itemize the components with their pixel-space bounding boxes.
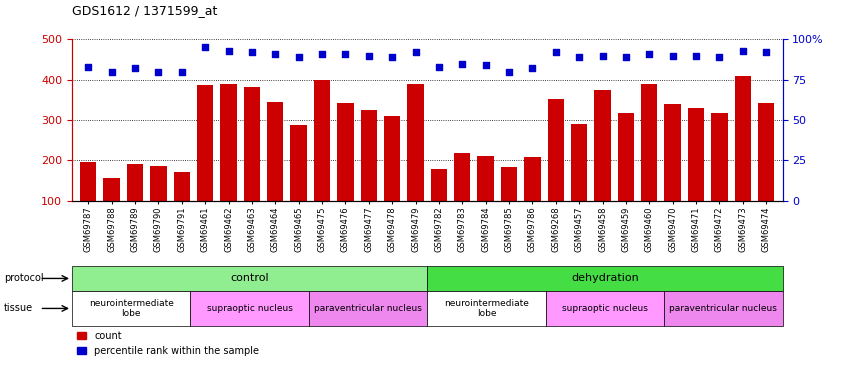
Point xyxy=(409,49,422,55)
Bar xyxy=(688,108,704,241)
Point xyxy=(503,69,516,75)
Point xyxy=(525,65,539,71)
Bar xyxy=(190,291,309,326)
Bar xyxy=(244,87,260,241)
Bar xyxy=(427,266,783,291)
Bar xyxy=(72,266,427,291)
Point xyxy=(222,48,235,54)
Point xyxy=(455,60,469,67)
Bar xyxy=(267,102,283,241)
Point xyxy=(760,49,773,55)
Bar xyxy=(454,153,470,241)
Text: paraventricular nucleus: paraventricular nucleus xyxy=(669,304,777,313)
Bar xyxy=(309,291,427,326)
Bar xyxy=(525,158,541,241)
Point xyxy=(596,53,609,58)
Bar xyxy=(220,84,237,241)
Bar xyxy=(571,124,587,241)
Point xyxy=(105,69,118,75)
Bar xyxy=(427,291,546,326)
Bar xyxy=(360,110,377,241)
Text: protocol: protocol xyxy=(4,273,44,284)
Point xyxy=(316,51,329,57)
Bar xyxy=(641,84,657,241)
Bar xyxy=(173,172,190,241)
Legend: count, percentile rank within the sample: count, percentile rank within the sample xyxy=(77,331,259,356)
Bar xyxy=(314,81,330,241)
Bar xyxy=(595,90,611,241)
Point xyxy=(573,54,586,60)
Point xyxy=(245,49,259,55)
Bar xyxy=(431,169,447,241)
Bar xyxy=(384,116,400,241)
Bar xyxy=(408,84,424,241)
Point xyxy=(549,49,563,55)
Bar xyxy=(618,113,634,241)
Bar xyxy=(501,167,517,241)
Point xyxy=(736,48,750,54)
Point xyxy=(386,54,399,60)
Text: GDS1612 / 1371599_at: GDS1612 / 1371599_at xyxy=(72,4,217,17)
Bar xyxy=(338,103,354,241)
Bar xyxy=(734,76,751,241)
Point xyxy=(198,45,212,51)
Point xyxy=(479,62,492,68)
Text: tissue: tissue xyxy=(4,303,33,313)
Point xyxy=(666,53,679,58)
Bar xyxy=(103,178,120,241)
Point xyxy=(432,64,446,70)
Text: paraventricular nucleus: paraventricular nucleus xyxy=(314,304,422,313)
Text: supraoptic nucleus: supraoptic nucleus xyxy=(206,304,293,313)
Point xyxy=(689,53,703,58)
Point xyxy=(129,65,142,71)
Point xyxy=(362,53,376,58)
Point xyxy=(81,64,95,70)
Point xyxy=(712,54,726,60)
Text: supraoptic nucleus: supraoptic nucleus xyxy=(562,304,648,313)
Bar xyxy=(547,99,564,241)
Bar xyxy=(758,103,774,241)
Text: dehydration: dehydration xyxy=(571,273,639,284)
Point xyxy=(338,51,352,57)
Bar xyxy=(477,156,494,241)
Text: neurointermediate
lobe: neurointermediate lobe xyxy=(89,299,173,318)
Bar xyxy=(546,291,664,326)
Point xyxy=(619,54,633,60)
Point xyxy=(268,51,282,57)
Point xyxy=(292,54,305,60)
Bar xyxy=(80,162,96,241)
Bar xyxy=(72,291,190,326)
Bar xyxy=(127,164,143,241)
Bar xyxy=(197,85,213,241)
Bar xyxy=(664,291,783,326)
Bar xyxy=(290,125,307,241)
Text: neurointermediate
lobe: neurointermediate lobe xyxy=(444,299,529,318)
Point xyxy=(151,69,165,75)
Bar xyxy=(711,113,728,241)
Text: control: control xyxy=(230,273,269,284)
Bar xyxy=(664,104,681,241)
Point xyxy=(175,69,189,75)
Point xyxy=(643,51,656,57)
Bar xyxy=(151,166,167,241)
